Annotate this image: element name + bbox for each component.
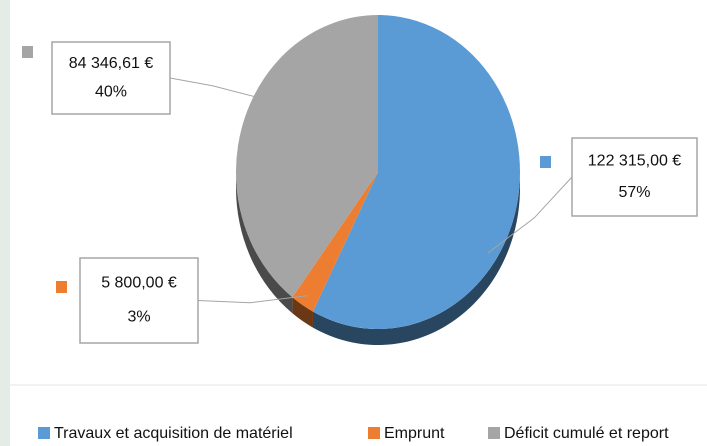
leader-line	[169, 77, 264, 100]
label-box	[571, 137, 698, 217]
value-label: 5 800,00 €	[101, 275, 177, 292]
slice-side	[236, 172, 293, 314]
legend-key	[368, 427, 380, 439]
slice-side	[292, 297, 313, 328]
legend-key	[38, 427, 50, 439]
legend-label: Déficit cumulé et report	[504, 425, 669, 442]
legend-label: Travaux et acquisition de matériel	[54, 425, 293, 442]
value-label: 122 315,00 €	[588, 153, 682, 170]
legend-key	[488, 427, 500, 439]
leader-line	[487, 176, 573, 254]
percentage-label: 40%	[95, 84, 127, 101]
label-key	[540, 156, 551, 168]
legend-label: Emprunt	[384, 425, 445, 442]
percentage-label: 3%	[127, 309, 150, 326]
value-label: 84 346,61 €	[69, 55, 154, 72]
slice-side	[312, 172, 520, 345]
label-key	[22, 46, 33, 58]
slice	[235, 15, 378, 298]
left-edge	[0, 0, 10, 446]
percentage-label: 57%	[618, 184, 650, 201]
leader-line	[197, 295, 308, 304]
label-key	[56, 281, 67, 293]
slice	[292, 172, 378, 312]
label-box	[79, 257, 199, 344]
slice	[312, 15, 520, 329]
label-box	[51, 41, 171, 115]
